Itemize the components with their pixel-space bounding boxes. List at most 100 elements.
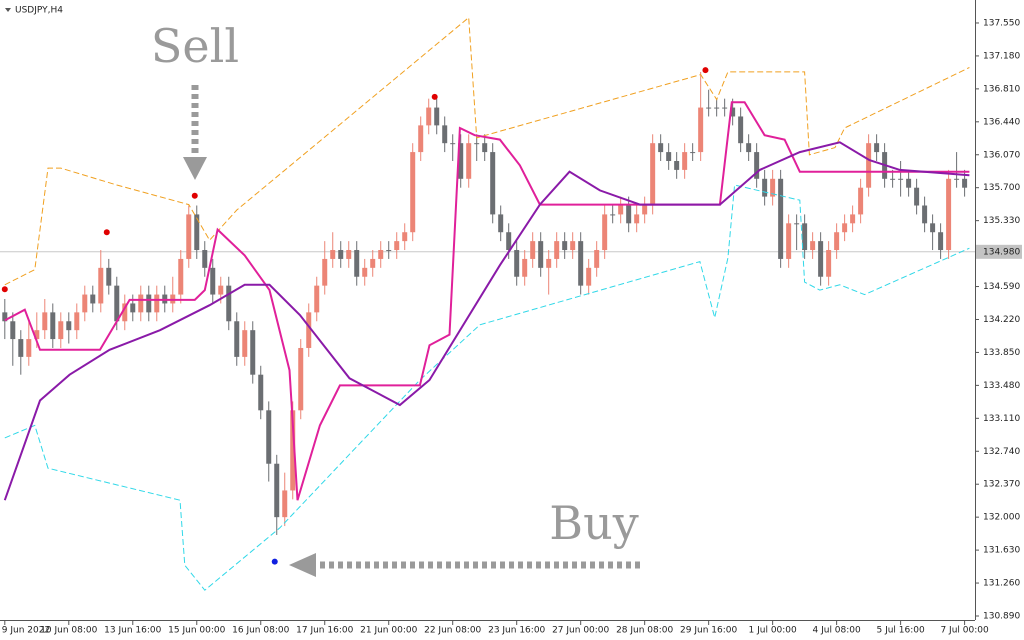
- candle-body: [226, 285, 232, 322]
- candle-body: [842, 223, 848, 233]
- candle-body: [714, 107, 720, 109]
- y-tick-label: 132.000: [983, 513, 1020, 523]
- y-tick-label: 137.550: [983, 18, 1020, 28]
- candle-body: [826, 250, 832, 277]
- candle-body: [202, 250, 208, 268]
- signal-dot: [103, 229, 110, 236]
- candle-body: [338, 250, 344, 259]
- indicator-line: [3, 141, 970, 501]
- candle-body: [898, 178, 904, 180]
- candle-body: [314, 285, 320, 313]
- candle-body: [690, 152, 696, 154]
- x-tick-label: 7 Jul 00:00: [940, 626, 989, 636]
- x-tick-label: 27 Jun 00:00: [552, 626, 609, 636]
- x-tick-label: 13 Jun 16:00: [104, 626, 161, 636]
- candle-body: [618, 205, 624, 215]
- sell-arrow: [183, 85, 207, 180]
- candle-body: [2, 312, 8, 322]
- y-tick-label: 131.260: [983, 579, 1020, 589]
- candle-body: [330, 250, 336, 259]
- x-tick-label: 15 Jun 00:00: [168, 626, 225, 636]
- menu-arrow[interactable]: [5, 8, 11, 12]
- candle-body: [850, 214, 856, 224]
- y-tick-label: 132.370: [983, 480, 1020, 490]
- y-tick-label: 135.700: [983, 183, 1020, 193]
- candle-body: [26, 339, 32, 357]
- candle-body: [410, 152, 416, 233]
- candle-body: [98, 267, 104, 304]
- candle-body: [306, 312, 312, 348]
- candle-body: [290, 410, 296, 491]
- candle-body: [378, 250, 384, 259]
- candle-body: [594, 250, 600, 268]
- candle-body: [658, 143, 664, 153]
- candle-body: [138, 294, 144, 313]
- x-tick-label: 23 Jun 16:00: [488, 626, 545, 636]
- candle-body: [418, 125, 424, 153]
- candle-body: [298, 347, 304, 411]
- candle-body: [154, 294, 160, 313]
- candle-body: [650, 143, 656, 206]
- x-tick-label: 5 Jul 16:00: [876, 626, 925, 636]
- x-tick-label: 16 Jun 08:00: [232, 626, 289, 636]
- signal-dot: [1, 286, 8, 293]
- candle-body: [810, 241, 816, 251]
- candle-body: [442, 125, 448, 144]
- candle-body: [450, 143, 456, 145]
- candle-body: [74, 312, 80, 331]
- candle-body: [530, 241, 536, 259]
- candle-body: [122, 303, 128, 322]
- y-tick-label: 135.330: [983, 216, 1020, 226]
- signal-dot: [191, 192, 198, 199]
- candle-body: [434, 107, 440, 126]
- indicator-line: [4, 16, 970, 286]
- candle-body: [858, 187, 864, 215]
- y-tick-label: 132.740: [983, 447, 1020, 457]
- candle-body: [146, 294, 152, 313]
- candle-body: [346, 250, 352, 259]
- candle-body: [178, 258, 184, 295]
- candle-body: [754, 152, 760, 179]
- candle-body: [362, 267, 368, 277]
- candle-body: [66, 321, 72, 331]
- candle-body: [674, 160, 680, 170]
- candle-body: [634, 214, 640, 224]
- candle-body: [106, 267, 112, 286]
- candle-body: [282, 490, 288, 518]
- candle-body: [802, 223, 808, 251]
- y-tick-label: 137.180: [983, 51, 1020, 61]
- candle-body: [210, 267, 216, 295]
- candle-body: [274, 463, 280, 518]
- candle-body: [954, 178, 960, 180]
- candle-body: [258, 374, 264, 411]
- candle-body: [10, 321, 16, 340]
- y-tick-label: 136.440: [983, 117, 1020, 127]
- candle-body: [930, 223, 936, 233]
- x-tick-label: 4 Jul 08:00: [813, 626, 862, 636]
- candle-body: [554, 241, 560, 259]
- candle-body: [666, 152, 672, 161]
- candle-body: [602, 214, 608, 251]
- candle-body: [394, 241, 400, 251]
- x-tick-label: 22 Jun 08:00: [424, 626, 481, 636]
- candle-body: [682, 152, 688, 170]
- candle-body: [778, 178, 784, 259]
- y-tick-label: 136.810: [983, 84, 1020, 94]
- candle-body: [474, 143, 480, 145]
- candle-body: [130, 303, 136, 313]
- candle-body: [642, 205, 648, 215]
- candle-body: [114, 285, 120, 322]
- signal-dot: [702, 67, 709, 74]
- sell-label: Sell: [151, 19, 239, 73]
- candle-body: [482, 143, 488, 153]
- candle-body: [914, 187, 920, 206]
- current-price-label: 134.980: [983, 247, 1020, 257]
- candle-body: [890, 178, 896, 180]
- candle-body: [386, 250, 392, 252]
- candle-body: [546, 258, 552, 268]
- y-tick-label: 133.110: [983, 414, 1020, 424]
- candle-body: [786, 223, 792, 259]
- candle-body: [794, 223, 800, 225]
- candle-body: [522, 258, 528, 277]
- candle-body: [194, 214, 200, 251]
